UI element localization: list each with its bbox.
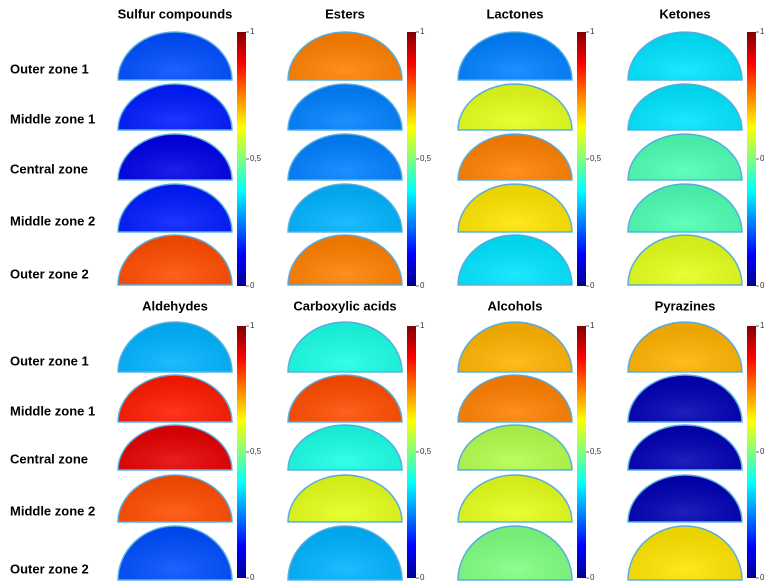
heatmap-shade [118,84,232,130]
colorbar [237,326,246,578]
heatmap-shade [628,375,742,422]
heatmap-shade [628,475,742,522]
heatmap-shade [118,32,232,80]
heatmap-shade [288,184,402,232]
heatmap-shade [628,526,742,580]
panel-title: Aldehydes [142,298,208,313]
heatmap-shade [288,425,402,470]
colorbar-tick-label: 0 [590,573,595,582]
colorbar [747,32,756,286]
heatmap-shade [288,475,402,522]
colorbar-tick-label: 0,5 [250,154,262,163]
row-label: Outer zone 2 [10,561,89,576]
colorbar-tick-label: 1 [420,27,425,36]
heatmap-shade [458,475,572,522]
heatmap-shade [628,322,742,372]
colorbar-tick-label: 1 [760,321,764,330]
heatmap-shade [288,322,402,372]
heatmap-shade [628,425,742,470]
heatmap-shade [118,134,232,180]
panel-title: Alcohols [488,298,543,313]
colorbar-tick-label: 0 [590,281,595,290]
heatmap-shade [628,84,742,130]
heatmap-shade [458,235,572,285]
row-label: Outer zone 1 [10,61,89,76]
colorbar-tick-label: 1 [250,321,255,330]
colorbar [577,326,586,578]
panel-title: Carboxylic acids [293,298,396,313]
heatmap-shade [118,235,232,285]
row-label: Middle zone 2 [10,503,95,518]
heatmap-shade [118,184,232,232]
colorbar-tick-label: 1 [250,27,255,36]
heatmap-shade [458,322,572,372]
row-label: Outer zone 1 [10,353,89,368]
heatmap-shade [288,375,402,422]
colorbar [237,32,246,286]
row-label: Middle zone 1 [10,403,95,418]
heatmap-shade [288,134,402,180]
colorbar-tick-label: 1 [590,321,595,330]
panel-title: Sulfur compounds [118,6,233,21]
heatmap-shade [458,375,572,422]
colorbar-tick-label: 0,5 [250,447,262,456]
row-label: Outer zone 2 [10,266,89,281]
heatmap-shade [458,526,572,580]
colorbar-tick-label: 0 [760,281,764,290]
colorbar-tick-label: 1 [760,27,764,36]
heatmap-shade [458,134,572,180]
row-label: Middle zone 2 [10,213,95,228]
heatmap-shade [458,425,572,470]
heatmap-shade [458,32,572,80]
heatmap-shade [458,84,572,130]
colorbar-tick-label: 0,5 [420,154,432,163]
colorbar-tick-label: 0 [420,573,425,582]
heatmap-shade [118,526,232,580]
panel-title: Ketones [659,6,710,21]
heatmap-shade [118,375,232,422]
row-label: Central zone [10,161,88,176]
figure: Outer zone 1 Middle zone 1 Central zone Mid… [0,0,764,582]
colorbar [747,326,756,578]
panel-title: Pyrazines [655,298,716,313]
colorbar-tick-label: 0 [420,281,425,290]
row-label: Middle zone 1 [10,111,95,126]
panel-title: Esters [325,6,365,21]
colorbar-tick-label: 0,5 [590,154,602,163]
heatmap-shade [118,322,232,372]
colorbar-tick-label: 0,5 [420,447,432,456]
heatmap-shade [288,235,402,285]
colorbar-tick-label: 0 [250,281,255,290]
heatmap-shade [458,184,572,232]
heatmap-shade [288,84,402,130]
heatmap-shade [118,475,232,522]
heatmap-shade [288,32,402,80]
colorbar-tick-label: 0,5 [760,447,764,456]
heatmap-shade [628,235,742,285]
panel-title: Lactones [486,6,543,21]
row-label: Central zone [10,451,88,466]
heatmap-shade [118,425,232,470]
heatmap-shade [628,134,742,180]
colorbar-tick-label: 0 [250,573,255,582]
colorbar-tick-label: 0,5 [590,447,602,456]
colorbar-tick-label: 1 [590,27,595,36]
colorbar [577,32,586,286]
heatmap-shade [288,526,402,580]
colorbar-tick-label: 0,5 [760,154,764,163]
colorbar-tick-label: 0 [760,573,764,582]
colorbar [407,326,416,578]
colorbar [407,32,416,286]
heatmap-shade [628,32,742,80]
heatmap-shade [628,184,742,232]
colorbar-tick-label: 1 [420,321,425,330]
